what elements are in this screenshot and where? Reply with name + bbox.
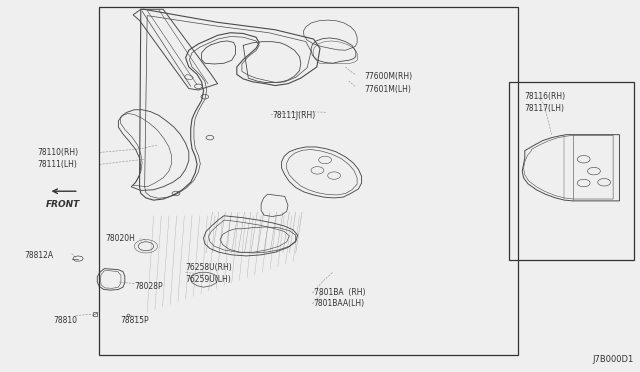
Text: 78111J(RH): 78111J(RH) xyxy=(272,111,316,120)
Text: 7801BAA(LH): 7801BAA(LH) xyxy=(314,299,365,308)
Text: 78028P: 78028P xyxy=(134,282,163,291)
Text: J7B000D1: J7B000D1 xyxy=(593,355,634,364)
Text: 76258U(RH): 76258U(RH) xyxy=(186,263,232,272)
Text: 77601M(LH): 77601M(LH) xyxy=(365,85,412,94)
Bar xyxy=(99,7,518,355)
Text: 78116(RH): 78116(RH) xyxy=(525,92,566,101)
Text: 78020H: 78020H xyxy=(106,234,136,243)
Text: 78111(LH): 78111(LH) xyxy=(37,160,77,169)
Text: 77600M(RH): 77600M(RH) xyxy=(365,72,413,81)
Text: 78815P: 78815P xyxy=(120,316,149,325)
Text: 76259U(LH): 76259U(LH) xyxy=(186,275,231,284)
Text: FRONT: FRONT xyxy=(45,200,80,209)
Text: 78117(LH): 78117(LH) xyxy=(525,104,564,113)
Bar xyxy=(509,82,634,260)
Text: 78812A: 78812A xyxy=(24,251,54,260)
Text: 78110(RH): 78110(RH) xyxy=(37,148,78,157)
Text: 78810: 78810 xyxy=(53,316,77,325)
Text: 7801BA  (RH): 7801BA (RH) xyxy=(314,288,365,296)
